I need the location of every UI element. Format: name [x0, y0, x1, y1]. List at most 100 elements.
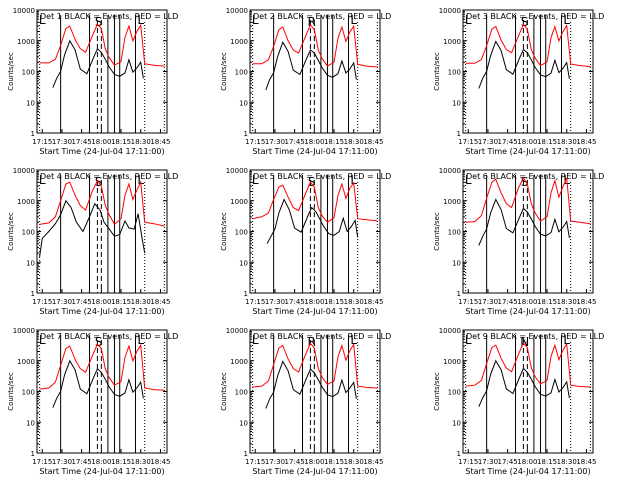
- lld-series-line: [252, 342, 378, 389]
- x-tick-label: 17:45: [498, 298, 518, 306]
- y-axis-label: Counts/sec: [7, 52, 15, 91]
- region-letter-middle: R: [308, 335, 316, 349]
- region-letter-right: L: [137, 333, 144, 347]
- x-tick-label: 17:30: [478, 298, 498, 306]
- y-tick-label: 1000: [17, 198, 35, 206]
- x-tick-label: 17:45: [285, 138, 305, 146]
- y-tick-label: 10: [452, 259, 461, 267]
- lld-series-line: [252, 23, 378, 68]
- y-tick-label: 100: [235, 229, 248, 237]
- x-tick-label: 17:45: [285, 298, 305, 306]
- x-tick-label: 17:15: [458, 458, 478, 466]
- x-tick-label: 18:00: [304, 138, 324, 146]
- y-axis-label: Counts/sec: [433, 212, 441, 251]
- x-tick-label: 17:45: [72, 138, 92, 146]
- region-letter-middle: S: [308, 175, 316, 189]
- x-tick-label: 18:15: [324, 458, 344, 466]
- region-letter-right: L: [563, 13, 570, 27]
- y-axis-label: Counts/sec: [220, 212, 228, 251]
- events-series-line: [52, 359, 144, 408]
- panel-title: Det 9 BLACK = Events, RED = LLD: [466, 332, 604, 341]
- x-tick-label: 18:45: [150, 458, 170, 466]
- region-letter-middle: R: [308, 15, 316, 29]
- y-tick-label: 10000: [439, 7, 461, 15]
- x-tick-label: 17:15: [245, 458, 265, 466]
- panel-title: Det 2 BLACK = Events, RED = LLD: [253, 12, 391, 21]
- region-letter-middle: S: [95, 15, 103, 29]
- lld-series-line: [39, 179, 165, 227]
- events-series-line: [478, 40, 570, 89]
- y-tick-label: 10000: [226, 7, 248, 15]
- panel-title: Det 8 BLACK = Events, RED = LLD: [253, 332, 391, 341]
- lld-series-line: [39, 23, 165, 67]
- x-tick-label: 18:15: [111, 458, 131, 466]
- events-series-line: [265, 41, 357, 91]
- y-tick-label: 10: [26, 259, 35, 267]
- x-tick-label: 18:45: [576, 298, 596, 306]
- y-tick-label: 10: [239, 259, 248, 267]
- y-tick-label: 1: [31, 290, 35, 298]
- events-series-line: [478, 359, 570, 407]
- x-tick-label: 18:45: [576, 138, 596, 146]
- x-tick-label: 18:30: [344, 298, 364, 306]
- y-axis-label: Counts/sec: [7, 372, 15, 411]
- lld-series-line: [252, 181, 378, 223]
- y-tick-label: 10: [452, 419, 461, 427]
- x-tick-label: 18:15: [537, 138, 557, 146]
- panel-title: Det 5 BLACK = Events, RED = LLD: [253, 172, 391, 181]
- x-tick-label: 18:45: [363, 298, 383, 306]
- region-letter-left: L: [465, 173, 472, 187]
- x-tick-label: 18:00: [304, 298, 324, 306]
- region-letter-left: L: [252, 173, 259, 187]
- x-tick-label: 17:45: [498, 138, 518, 146]
- x-tick-label: 17:30: [52, 458, 72, 466]
- y-tick-label: 10000: [439, 167, 461, 175]
- y-tick-label: 1: [244, 290, 248, 298]
- x-tick-label: 18:30: [557, 138, 577, 146]
- y-tick-label: 1: [457, 130, 461, 138]
- y-tick-label: 10: [452, 99, 461, 107]
- x-tick-label: 17:15: [32, 458, 52, 466]
- y-tick-label: 1: [31, 130, 35, 138]
- x-tick-label: 18:45: [150, 138, 170, 146]
- y-tick-label: 100: [448, 229, 461, 237]
- x-axis-label: Start Time (24-Jul-04 17:11:00): [252, 307, 377, 316]
- y-tick-label: 1000: [17, 38, 35, 46]
- y-tick-label: 100: [235, 69, 248, 77]
- x-tick-label: 17:30: [265, 298, 285, 306]
- x-tick-label: 17:30: [265, 458, 285, 466]
- y-tick-label: 10000: [13, 167, 35, 175]
- region-letter-left: L: [39, 13, 46, 27]
- x-tick-label: 18:00: [517, 458, 537, 466]
- x-tick-label: 17:15: [32, 298, 52, 306]
- y-axis-label: Counts/sec: [433, 52, 441, 91]
- x-tick-label: 18:30: [131, 458, 151, 466]
- region-letter-right: L: [350, 173, 357, 187]
- panel-title: Det 1 BLACK = Events, RED = LLD: [40, 12, 178, 21]
- x-tick-label: 18:30: [557, 458, 577, 466]
- x-tick-label: 18:00: [517, 298, 537, 306]
- x-tick-label: 17:30: [478, 138, 498, 146]
- x-tick-label: 18:45: [363, 138, 383, 146]
- region-letter-right: L: [137, 173, 144, 187]
- x-axis-label: Start Time (24-Jul-04 17:11:00): [39, 467, 164, 476]
- y-tick-label: 10: [239, 99, 248, 107]
- x-tick-label: 17:15: [245, 138, 265, 146]
- x-tick-label: 18:15: [111, 298, 131, 306]
- y-axis-label: Counts/sec: [433, 372, 441, 411]
- y-tick-label: 10: [26, 99, 35, 107]
- y-tick-label: 10000: [226, 167, 248, 175]
- y-tick-label: 10000: [13, 327, 35, 335]
- region-letter-left: L: [252, 13, 259, 27]
- x-tick-label: 18:30: [131, 138, 151, 146]
- x-tick-label: 18:30: [344, 138, 364, 146]
- x-tick-label: 18:30: [557, 298, 577, 306]
- x-tick-label: 18:00: [91, 138, 111, 146]
- events-series-line: [39, 199, 146, 257]
- x-tick-label: 17:30: [478, 458, 498, 466]
- y-tick-label: 100: [22, 69, 35, 77]
- events-series-line: [52, 39, 144, 88]
